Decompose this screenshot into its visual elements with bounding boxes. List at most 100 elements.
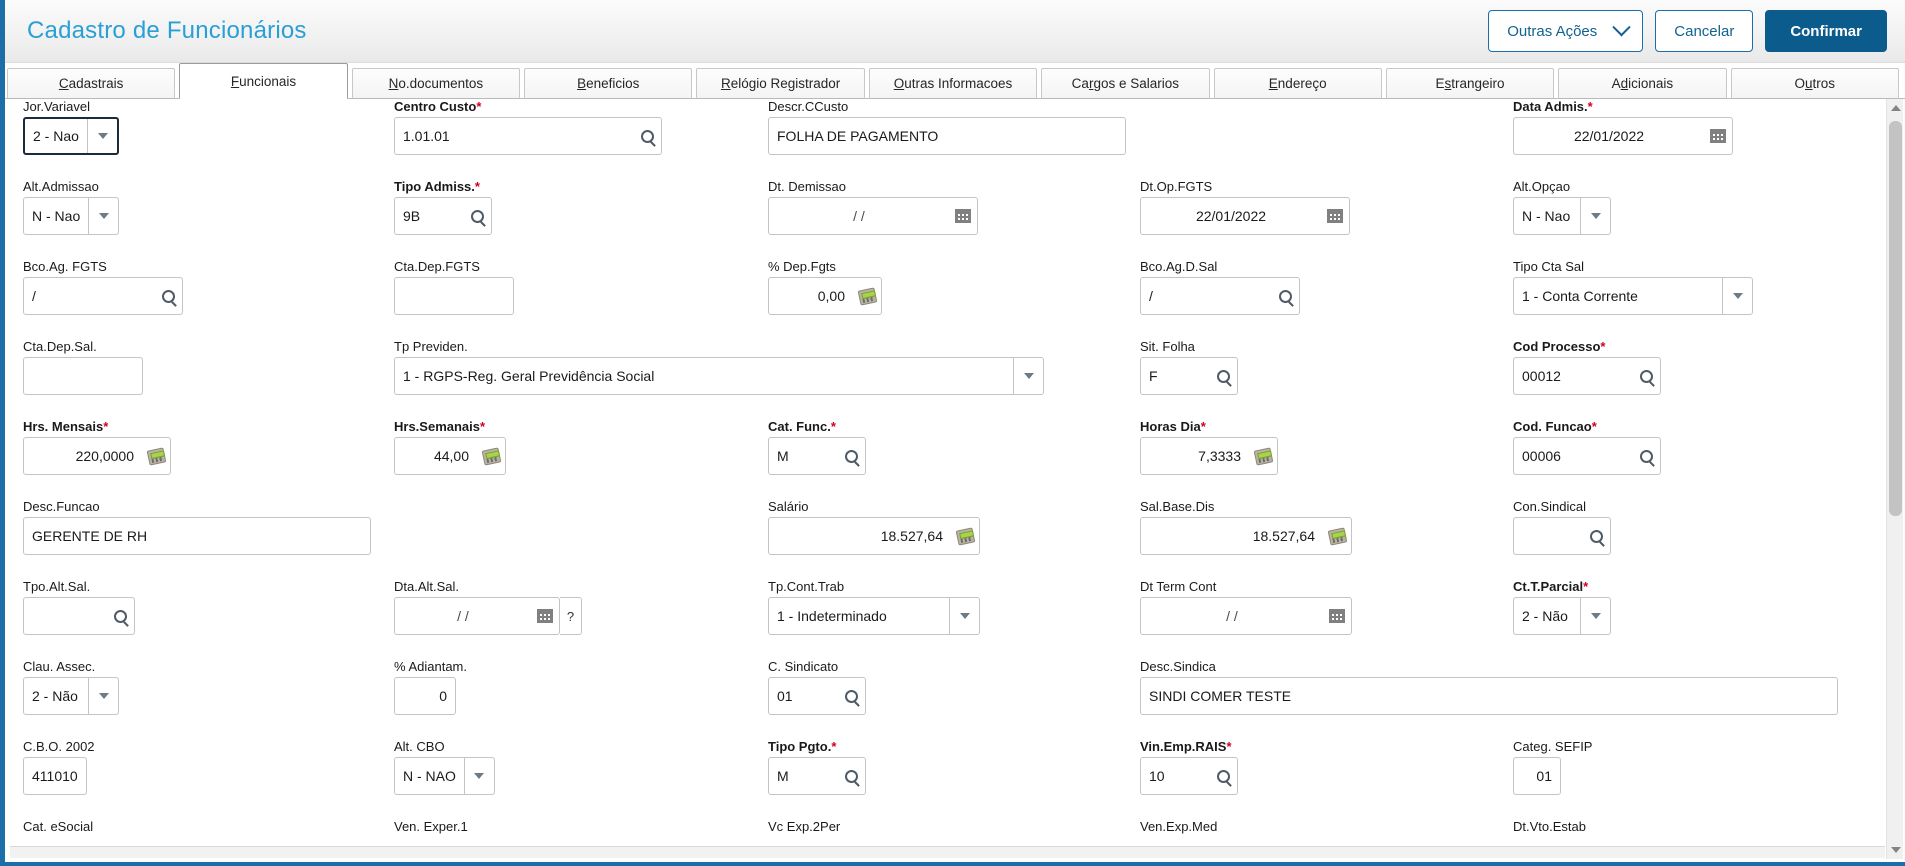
input-cat-func[interactable]: M xyxy=(768,437,866,475)
input-dt-term-cont[interactable]: / / xyxy=(1140,597,1352,635)
search-icon[interactable] xyxy=(1582,529,1610,543)
input-tipo-cta-sal[interactable]: 1 - Conta Corrente xyxy=(1513,277,1753,315)
calculator-icon[interactable] xyxy=(853,286,881,306)
input-vin-emp-rais[interactable]: 10 xyxy=(1140,757,1238,795)
input-tp-previden[interactable]: 1 - RGPS-Reg. Geral Previdência Social xyxy=(394,357,1044,395)
field-cbo-2002: C.B.O. 2002 411010 xyxy=(23,739,95,795)
input-tipo-admiss[interactable]: 9B xyxy=(394,197,492,235)
calendar-icon[interactable] xyxy=(949,209,977,223)
vertical-scrollbar[interactable] xyxy=(1886,99,1903,859)
input-c-sindicato[interactable]: 01 xyxy=(768,677,866,715)
horizontal-scrollbar[interactable] xyxy=(10,846,1885,858)
input-con-sindical[interactable] xyxy=(1513,517,1611,555)
field-centro-custo: Centro Custo* 1.01.01 xyxy=(394,99,662,155)
search-icon[interactable] xyxy=(154,289,182,303)
dropdown-arrow-icon[interactable] xyxy=(88,198,118,234)
confirm-button[interactable]: Confirmar xyxy=(1765,10,1887,52)
input-jor-variavel[interactable]: 2 - Nao xyxy=(23,117,119,155)
input-sit-folha[interactable]: F xyxy=(1140,357,1238,395)
input-cta-dep-fgts[interactable] xyxy=(394,277,514,315)
dropdown-arrow-icon[interactable] xyxy=(87,119,117,153)
search-icon[interactable] xyxy=(106,609,134,623)
required-asterisk-icon: * xyxy=(1583,579,1589,594)
calculator-icon[interactable] xyxy=(1249,446,1277,466)
tab-cadastrais[interactable]: Cadastrais xyxy=(7,68,176,99)
input-dt-demissao[interactable]: / / xyxy=(768,197,978,235)
dropdown-arrow-icon[interactable] xyxy=(1013,358,1043,394)
calendar-icon[interactable] xyxy=(531,609,559,623)
input-ct-t-parcial[interactable]: 2 - Não xyxy=(1513,597,1611,635)
cancel-button[interactable]: Cancelar xyxy=(1655,10,1754,52)
input-dt-op-fgts[interactable]: 22/01/2022 xyxy=(1140,197,1350,235)
calculator-icon[interactable] xyxy=(951,526,979,546)
input-cbo-2002[interactable]: 411010 xyxy=(23,757,87,795)
dropdown-arrow-icon[interactable] xyxy=(1722,278,1752,314)
search-icon[interactable] xyxy=(463,209,491,223)
search-icon[interactable] xyxy=(837,769,865,783)
dropdown-arrow-icon[interactable] xyxy=(949,598,979,634)
calculator-icon[interactable] xyxy=(477,446,505,466)
input-centro-custo[interactable]: 1.01.01 xyxy=(394,117,662,155)
search-icon[interactable] xyxy=(1209,769,1237,783)
input-desc-sindica[interactable]: SINDI COMER TESTE xyxy=(1140,677,1838,715)
calendar-icon[interactable] xyxy=(1704,129,1732,143)
input-hrs-semanais[interactable]: 44,00 xyxy=(394,437,506,475)
input-tp-cont-trab[interactable]: 1 - Indeterminado xyxy=(768,597,980,635)
input-tpo-alt-sal[interactable] xyxy=(23,597,135,635)
search-icon[interactable] xyxy=(837,449,865,463)
input-alt-cbo[interactable]: N - NAO xyxy=(394,757,495,795)
dropdown-arrow-icon[interactable] xyxy=(1580,598,1610,634)
input-hrs-mensais[interactable]: 220,0000 xyxy=(23,437,171,475)
calendar-icon[interactable] xyxy=(1323,609,1351,623)
input-cod-processo[interactable]: 00012 xyxy=(1513,357,1661,395)
form-scroll-area[interactable]: Jor.Variavel 2 - Nao Centro Custo* 1.01.01 D… xyxy=(5,99,1905,862)
input-dta-alt-sal[interactable]: / / xyxy=(394,597,560,635)
tab-rel-gio-registrador[interactable]: Relógio Registrador xyxy=(696,68,865,99)
tab-outros[interactable]: Outros xyxy=(1730,68,1899,99)
tab-adicionais[interactable]: Adicionais xyxy=(1558,68,1727,99)
scroll-up-arrow-icon[interactable] xyxy=(1887,99,1904,117)
scroll-down-arrow-icon[interactable] xyxy=(1887,841,1904,859)
input-perc-adiantam[interactable]: 0 xyxy=(394,677,456,715)
help-button-dta-alt-sal[interactable]: ? xyxy=(560,597,582,635)
input-cod-funcao[interactable]: 00006 xyxy=(1513,437,1661,475)
input-horas-dia[interactable]: 7,3333 xyxy=(1140,437,1278,475)
input-categ-sefip[interactable]: 01 xyxy=(1513,757,1561,795)
input-sal-base-dis[interactable]: 18.527,64 xyxy=(1140,517,1352,555)
other-actions-button[interactable]: Outras Ações xyxy=(1488,10,1644,52)
search-icon[interactable] xyxy=(633,129,661,143)
input-descr-ccusto[interactable]: FOLHA DE PAGAMENTO xyxy=(768,117,1126,155)
form-row: C.B.O. 2002 411010 Alt. CBO N - NAO Tipo Pgt… xyxy=(5,739,1885,819)
input-clau-assec[interactable]: 2 - Não xyxy=(23,677,119,715)
input-salario[interactable]: 18.527,64 xyxy=(768,517,980,555)
search-icon[interactable] xyxy=(1209,369,1237,383)
calendar-icon[interactable] xyxy=(1321,209,1349,223)
input-perc-dep-fgts[interactable]: 0,00 xyxy=(768,277,882,315)
tab-funcionais[interactable]: Funcionais xyxy=(179,63,348,99)
tab-cargos-e-salarios[interactable]: Cargos e Salarios xyxy=(1041,68,1210,99)
search-icon[interactable] xyxy=(1271,289,1299,303)
dropdown-arrow-icon[interactable] xyxy=(88,678,118,714)
input-alt-admissao[interactable]: N - Nao xyxy=(23,197,120,235)
search-icon[interactable] xyxy=(837,689,865,703)
dropdown-arrow-icon[interactable] xyxy=(463,758,494,794)
input-bco-ag-fgts[interactable]: / xyxy=(23,277,183,315)
input-data-admis[interactable]: 22/01/2022 xyxy=(1513,117,1733,155)
label-text: Alt. CBO xyxy=(394,739,445,754)
input-tipo-pgto[interactable]: M xyxy=(768,757,866,795)
input-cta-dep-sal[interactable] xyxy=(23,357,143,395)
tab-estrangeiro[interactable]: Estrangeiro xyxy=(1385,68,1555,99)
search-icon[interactable] xyxy=(1632,449,1660,463)
calculator-icon[interactable] xyxy=(1323,526,1351,546)
tab-endere-o[interactable]: Endereço xyxy=(1213,68,1382,99)
vertical-scrollbar-thumb[interactable] xyxy=(1889,121,1902,516)
tab-no-documentos[interactable]: No.documentos xyxy=(351,68,521,99)
calculator-icon[interactable] xyxy=(142,446,170,466)
search-icon[interactable] xyxy=(1632,369,1660,383)
input-bco-ag-d-sal[interactable]: / xyxy=(1140,277,1300,315)
input-alt-opcao[interactable]: N - Nao xyxy=(1513,197,1611,235)
dropdown-arrow-icon[interactable] xyxy=(1580,198,1610,234)
input-desc-funcao[interactable]: GERENTE DE RH xyxy=(23,517,371,555)
tab-beneficios[interactable]: Beneficios xyxy=(524,68,693,99)
tab-outras-informacoes[interactable]: Outras Informacoes xyxy=(868,68,1038,99)
